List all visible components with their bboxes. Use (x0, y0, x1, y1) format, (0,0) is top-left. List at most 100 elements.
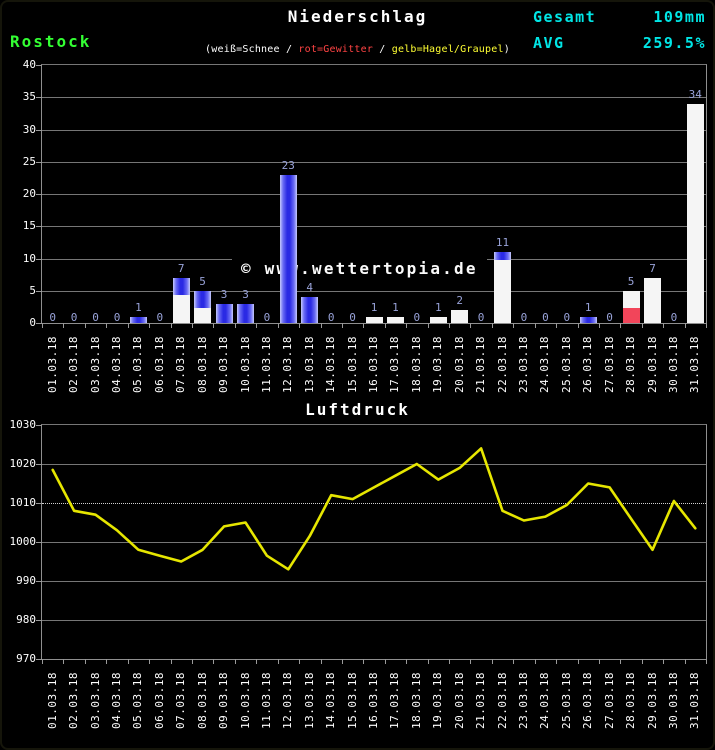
bar-value-label: 5 (627, 274, 635, 288)
legend-open-paren: ( (205, 44, 212, 55)
bar-value-label: 4 (306, 281, 313, 295)
bar-segment (429, 316, 447, 324)
y-axis-label: 15 (22, 219, 36, 233)
x-axis-tick (299, 659, 300, 664)
bar-segment (494, 252, 511, 260)
total-value: 109mm (653, 8, 706, 26)
x-axis-label: 21.03.18 (474, 336, 488, 393)
bar-value-label: 7 (177, 261, 185, 275)
x-axis-tick (256, 659, 258, 664)
bar-value-label: 5 (199, 274, 206, 288)
x-axis-label: 17.03.18 (388, 336, 402, 393)
bar-segment (129, 316, 147, 324)
y-axis-tick (36, 659, 42, 660)
x-axis-label: 13.03.18 (302, 336, 316, 393)
bar-segment (365, 316, 383, 324)
pressure-chart-title: Luftdruck (305, 400, 410, 419)
x-axis-label: 23.03.18 (516, 672, 530, 729)
x-axis-tick (384, 659, 386, 664)
x-axis-tick (149, 323, 151, 328)
gridline (42, 581, 706, 582)
x-axis-label: 14.03.18 (324, 672, 338, 729)
x-axis-tick (556, 323, 558, 328)
x-axis-tick (213, 659, 215, 664)
x-axis-label: 26.03.18 (581, 672, 595, 729)
y-axis-label: 5 (29, 283, 36, 297)
x-axis-label: 10.03.18 (238, 672, 252, 729)
bar-segment (301, 297, 319, 323)
bar-segment (172, 277, 190, 296)
y-axis-tick (36, 503, 42, 504)
bar-segment (172, 295, 190, 323)
gridline (42, 464, 706, 465)
bar-value-label: 0 (92, 311, 99, 324)
x-axis-label: 09.03.18 (217, 336, 231, 393)
y-axis-tick (36, 323, 42, 324)
y-axis-tick (36, 464, 42, 465)
x-axis-tick (63, 659, 65, 664)
x-axis-label: 31.03.18 (688, 672, 702, 729)
x-axis-tick (598, 659, 600, 664)
bar-value-label: 0 (520, 311, 528, 324)
x-axis-label: 03.03.18 (88, 336, 102, 393)
x-axis-tick (684, 659, 686, 664)
x-axis-tick (384, 323, 386, 328)
bar-value-label: 0 (563, 311, 571, 324)
x-axis-tick (341, 323, 343, 328)
gridline (42, 290, 706, 292)
x-axis-tick (363, 323, 365, 328)
y-axis-label: 40 (22, 58, 36, 71)
x-axis-label: 17.03.18 (388, 672, 402, 729)
y-axis-label: 1030 (9, 418, 37, 431)
y-axis-tick (36, 194, 42, 195)
bar-segment (194, 308, 212, 323)
summary-stats: Gesamt 109mm AVG 259.5% (533, 6, 706, 58)
x-axis-tick (620, 659, 622, 664)
x-axis-tick (320, 659, 322, 664)
bar-segment (686, 103, 704, 323)
x-axis-tick (106, 659, 108, 664)
bar-value-label: 2 (456, 294, 463, 308)
x-axis-label: 24.03.18 (538, 672, 552, 729)
x-axis-tick (427, 659, 429, 664)
x-axis-label: 02.03.18 (67, 336, 81, 393)
y-axis-tick (36, 97, 42, 99)
x-axis-tick (470, 659, 472, 664)
x-axis-tick (406, 659, 408, 664)
legend-close-paren: ) (503, 44, 510, 55)
x-axis-tick (641, 323, 643, 328)
x-axis-label: 25.03.18 (559, 336, 573, 393)
bar-value-label: 0 (670, 311, 678, 324)
legend-thunderstorm-label: rot=Gewitter (298, 44, 374, 55)
legend-hail-label: gelb=Hagel/Graupel (391, 44, 504, 55)
x-axis-label: 15.03.18 (345, 336, 359, 393)
y-axis-label: 970 (16, 652, 36, 665)
x-axis-label: 25.03.18 (559, 672, 573, 729)
x-axis-label: 12.03.18 (281, 672, 295, 729)
y-axis-label: 990 (16, 574, 36, 587)
bar-segment (622, 307, 640, 323)
x-axis-label: 28.03.18 (624, 336, 637, 393)
gridline (42, 194, 706, 195)
x-axis-tick (84, 659, 86, 664)
x-axis-tick (620, 323, 622, 328)
x-axis-tick (577, 659, 579, 664)
bar-value-label: 1 (392, 300, 399, 314)
x-axis-tick (577, 323, 579, 328)
total-precipitation-row: Gesamt 109mm (533, 6, 706, 32)
x-axis-tick (42, 659, 43, 664)
bar-value-label: 1 (135, 300, 142, 314)
gridline (42, 542, 706, 543)
precipitation-plot: © www.wettertopia.de 0 5 10 15 20 25 30 35 40 0 01… (23, 58, 707, 393)
x-axis-label: 06.03.18 (152, 672, 166, 729)
x-axis-tick (170, 659, 172, 664)
x-axis-tick (234, 659, 236, 664)
gridline (42, 620, 706, 621)
x-axis-tick (491, 659, 493, 664)
x-axis-tick (63, 323, 65, 328)
x-axis-label: 22.03.18 (495, 672, 509, 729)
y-axis-label: 30 (22, 122, 36, 136)
x-axis-tick (149, 659, 151, 664)
gridline (42, 129, 706, 131)
bar-value-label: 1 (434, 300, 442, 314)
